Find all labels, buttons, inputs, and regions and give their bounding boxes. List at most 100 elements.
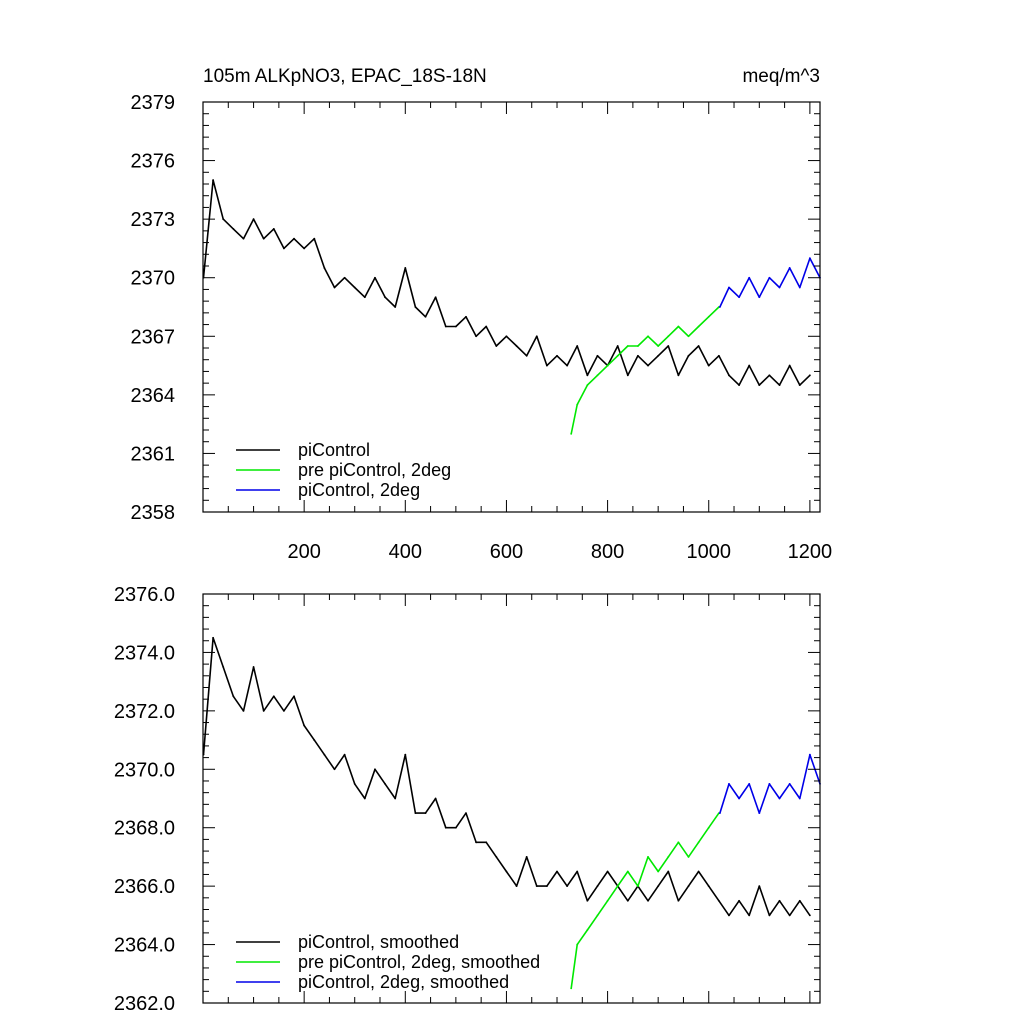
data-point <box>596 354 599 357</box>
data-point <box>657 354 660 357</box>
data-point <box>242 237 245 240</box>
y-tick-label: 2376.0 <box>114 584 175 606</box>
legend-label: piControl, smoothed <box>298 932 459 952</box>
series-line-2 <box>719 257 821 308</box>
series-line-0 <box>202 179 811 386</box>
data-point <box>353 782 356 785</box>
data-point <box>384 296 386 299</box>
data-point <box>394 797 397 800</box>
data-point <box>758 812 761 815</box>
chart-title: 105m ALKpNO3, EPAC_18S-18N <box>203 66 487 87</box>
data-point <box>586 899 589 902</box>
data-point <box>262 709 265 712</box>
data-point <box>576 345 579 347</box>
data-point <box>374 768 376 771</box>
data-point <box>546 885 548 888</box>
x-tick-label: 200 <box>287 541 320 563</box>
data-point <box>525 856 528 858</box>
data-point <box>525 354 528 357</box>
y-tick-label: 2358 <box>131 502 176 524</box>
data-point <box>738 296 740 299</box>
units-label: meq/m^3 <box>742 66 820 87</box>
data-point <box>798 384 801 386</box>
data-point <box>616 885 619 888</box>
data-point <box>748 276 751 279</box>
data-point <box>283 709 285 712</box>
data-point <box>798 797 801 800</box>
data-point <box>606 364 609 367</box>
data-point <box>707 885 710 888</box>
data-point <box>570 987 573 990</box>
data-point <box>808 257 811 260</box>
data-point <box>242 709 245 712</box>
data-point <box>333 768 336 771</box>
data-point <box>697 841 700 844</box>
y-tick-label: 2362.0 <box>114 993 175 1015</box>
data-point <box>434 296 437 299</box>
series-line-1 <box>570 306 720 435</box>
data-point <box>576 870 579 873</box>
y-tick-label: 2373 <box>131 209 176 231</box>
data-point <box>586 384 589 386</box>
data-point <box>626 374 629 377</box>
series-line-0 <box>202 636 811 917</box>
data-point <box>718 306 721 308</box>
data-point <box>626 870 629 873</box>
data-point <box>707 826 710 829</box>
legend-label: pre piControl, 2deg <box>298 460 451 480</box>
data-point <box>323 753 326 756</box>
x-tick-label: 800 <box>591 541 624 563</box>
y-tick-label: 2361 <box>131 443 176 465</box>
series-line-1 <box>570 812 720 989</box>
data-point <box>424 812 427 815</box>
data-point <box>515 345 518 347</box>
y-tick-label: 2366.0 <box>114 876 175 898</box>
y-tick-label: 2367 <box>131 326 176 348</box>
data-point <box>697 325 700 328</box>
data-point <box>626 345 629 347</box>
data-point <box>728 914 730 917</box>
data-point <box>515 885 518 888</box>
data-point <box>778 286 781 289</box>
data-point <box>616 345 619 347</box>
data-point <box>363 797 366 800</box>
data-point <box>687 354 690 357</box>
data-point <box>738 797 740 800</box>
data-point <box>232 228 235 230</box>
data-point <box>808 374 811 377</box>
data-point <box>768 276 771 279</box>
y-tick-label: 2370 <box>131 268 176 290</box>
data-point <box>212 636 215 639</box>
data-point <box>495 345 498 347</box>
data-point <box>272 228 275 230</box>
data-point <box>768 782 771 785</box>
data-point <box>677 841 680 844</box>
data-point <box>738 899 740 902</box>
data-point <box>667 870 670 873</box>
x-tick-label: 600 <box>490 541 523 563</box>
data-point <box>252 218 255 221</box>
data-point <box>778 384 781 386</box>
data-point <box>303 247 306 250</box>
data-point <box>728 782 730 785</box>
data-point <box>667 335 670 338</box>
data-point <box>718 812 721 815</box>
top-panel: 105m ALKpNO3, EPAC_18S-18N meq/m^3 2358 2… <box>131 66 833 563</box>
data-point <box>343 276 346 279</box>
data-point <box>222 218 225 221</box>
data-point <box>283 247 285 250</box>
data-point <box>788 782 791 785</box>
data-point <box>465 315 467 318</box>
data-point <box>465 812 467 815</box>
data-point <box>687 885 690 888</box>
data-point <box>475 335 477 338</box>
data-point <box>626 899 629 902</box>
data-point <box>738 384 740 386</box>
data-point <box>576 403 579 406</box>
data-point <box>485 841 488 844</box>
data-point <box>677 325 680 328</box>
data-point <box>454 826 457 829</box>
data-point <box>748 914 751 917</box>
data-point <box>546 364 548 367</box>
data-point <box>596 914 599 917</box>
